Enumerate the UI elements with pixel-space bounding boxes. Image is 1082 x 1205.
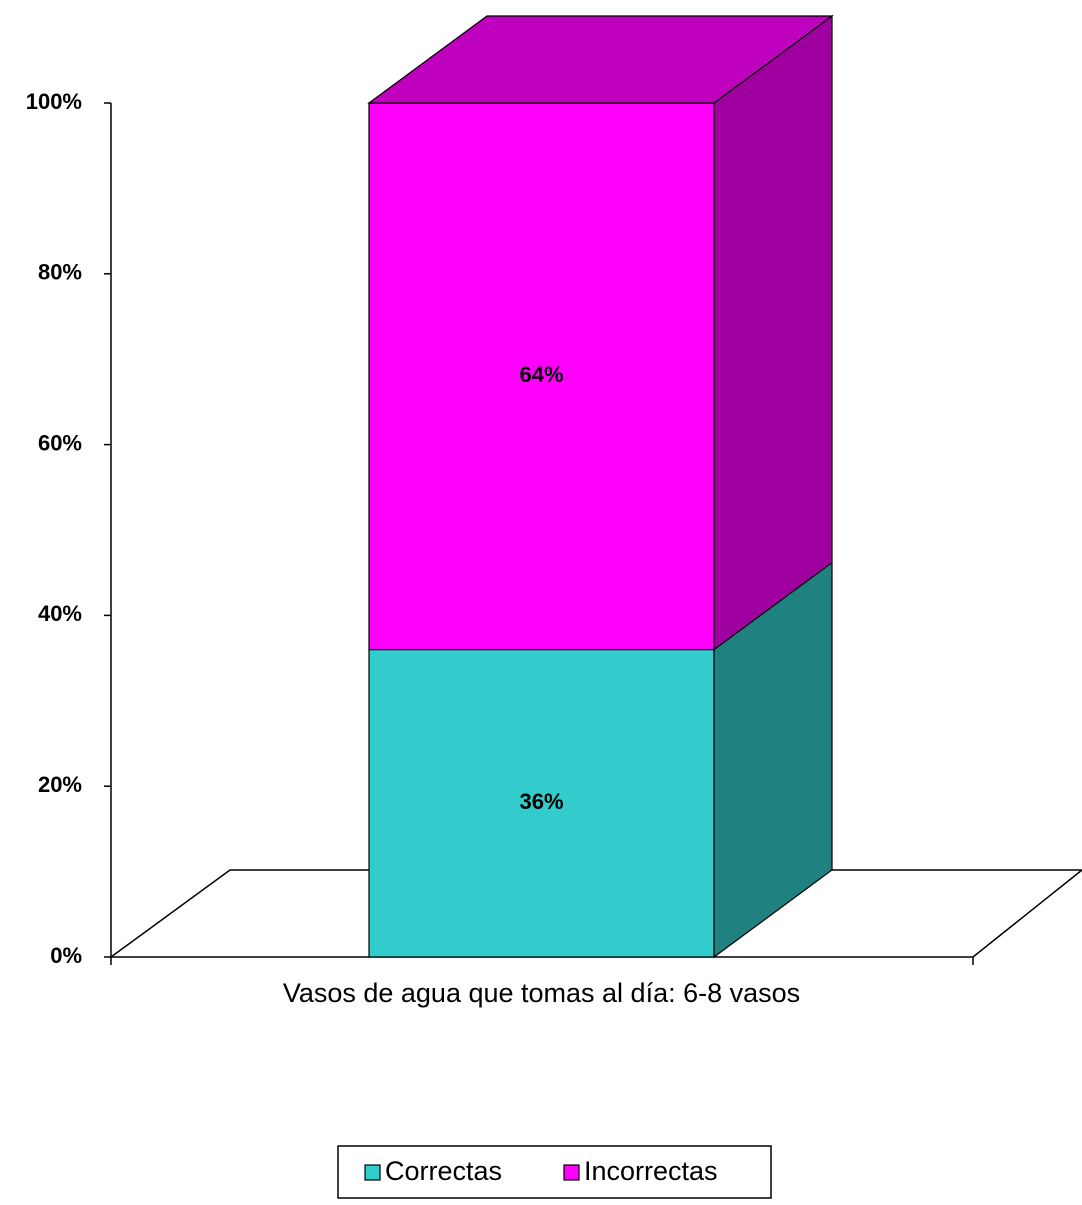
data-label: 64% xyxy=(519,362,563,387)
y-tick-label: 20% xyxy=(38,772,82,797)
bar-top xyxy=(367,15,834,104)
legend-label: Incorrectas xyxy=(584,1156,718,1186)
bar-side xyxy=(713,14,833,651)
data-label: 36% xyxy=(519,789,563,814)
x-category-label: Vasos de agua que tomas al día: 6-8 vaso… xyxy=(283,978,800,1008)
y-tick-label: 0% xyxy=(50,943,82,968)
y-tick-label: 100% xyxy=(26,89,82,114)
bar xyxy=(368,648,715,958)
bar xyxy=(368,102,715,651)
y-tick-label: 40% xyxy=(38,601,82,626)
y-tick-label: 60% xyxy=(38,430,82,455)
y-tick-label: 80% xyxy=(38,260,82,285)
legend-swatch xyxy=(563,1164,580,1181)
legend-label: Correctas xyxy=(385,1156,502,1186)
legend-swatch xyxy=(364,1164,381,1181)
legend xyxy=(337,1145,772,1199)
